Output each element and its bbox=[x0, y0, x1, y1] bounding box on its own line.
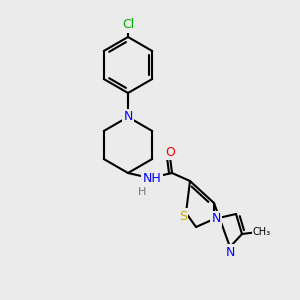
Text: NH: NH bbox=[142, 172, 161, 184]
Text: H: H bbox=[138, 187, 146, 197]
Text: N: N bbox=[123, 110, 133, 124]
Text: N: N bbox=[225, 245, 235, 259]
Text: O: O bbox=[165, 146, 175, 158]
Text: N: N bbox=[211, 212, 221, 226]
Text: S: S bbox=[179, 209, 187, 223]
Text: CH₃: CH₃ bbox=[253, 227, 271, 237]
Text: Cl: Cl bbox=[122, 19, 134, 32]
